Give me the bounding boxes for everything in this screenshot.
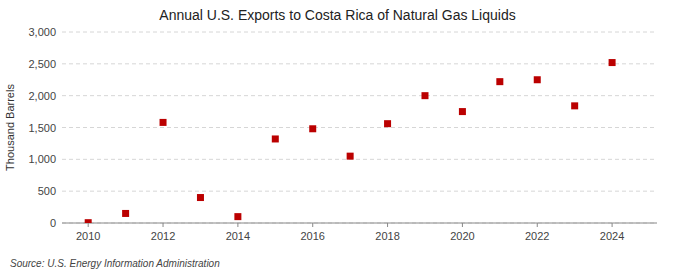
x-tick: [163, 223, 164, 227]
point: [496, 78, 503, 85]
grid-line: [62, 63, 657, 64]
point: [160, 119, 167, 126]
y-tick-label: 3,000: [28, 26, 56, 38]
x-tick: [612, 223, 613, 227]
x-tick: [537, 223, 538, 227]
point: [421, 92, 428, 99]
chart-container: Annual U.S. Exports to Costa Rica of Nat…: [0, 0, 675, 275]
grid-line: [62, 159, 657, 160]
x-tick-label: 2012: [151, 230, 175, 242]
grid-line: [62, 127, 657, 128]
point: [234, 213, 241, 220]
point: [384, 120, 391, 127]
x-tick-label: 2016: [300, 230, 324, 242]
point: [534, 76, 541, 83]
x-tick-label: 2024: [600, 230, 624, 242]
x-tick-label: 2010: [76, 230, 100, 242]
x-tick-label: 2022: [525, 230, 549, 242]
source-note: Source: U.S. Energy Information Administ…: [10, 258, 220, 269]
grid-line: [62, 191, 657, 192]
y-tick-label: 1,000: [28, 153, 56, 165]
chart-svg: Annual U.S. Exports to Costa Rica of Nat…: [0, 0, 675, 275]
points: [85, 59, 616, 223]
point: [309, 125, 316, 132]
x-tick: [462, 223, 463, 227]
grid-line: [62, 95, 657, 96]
point: [197, 194, 204, 201]
point: [609, 59, 616, 66]
x-tick: [88, 223, 89, 227]
y-tick-label: 2,500: [28, 58, 56, 70]
x-tick-label: 2020: [450, 230, 474, 242]
chart-title: Annual U.S. Exports to Costa Rica of Nat…: [159, 7, 515, 23]
grid-line: [62, 32, 657, 33]
point: [85, 219, 92, 223]
point: [347, 153, 354, 160]
x-tick-label: 2014: [226, 230, 250, 242]
x-tick: [237, 223, 238, 227]
y-tick-label: 0: [50, 217, 56, 229]
x-tick-label: 2018: [375, 230, 399, 242]
x-tick: [312, 223, 313, 227]
y-tick-label: 2,000: [28, 90, 56, 102]
y-tick-label: 500: [38, 185, 56, 197]
y-grid: [62, 32, 657, 223]
x-axis-line: [62, 223, 657, 224]
y-tick-label: 1,500: [28, 122, 56, 134]
grid-line: [62, 223, 657, 224]
point: [571, 102, 578, 109]
point: [459, 108, 466, 115]
point: [122, 210, 129, 217]
y-axis-label: Thousand Barrels: [4, 84, 16, 171]
x-tick: [387, 223, 388, 227]
point: [272, 135, 279, 142]
